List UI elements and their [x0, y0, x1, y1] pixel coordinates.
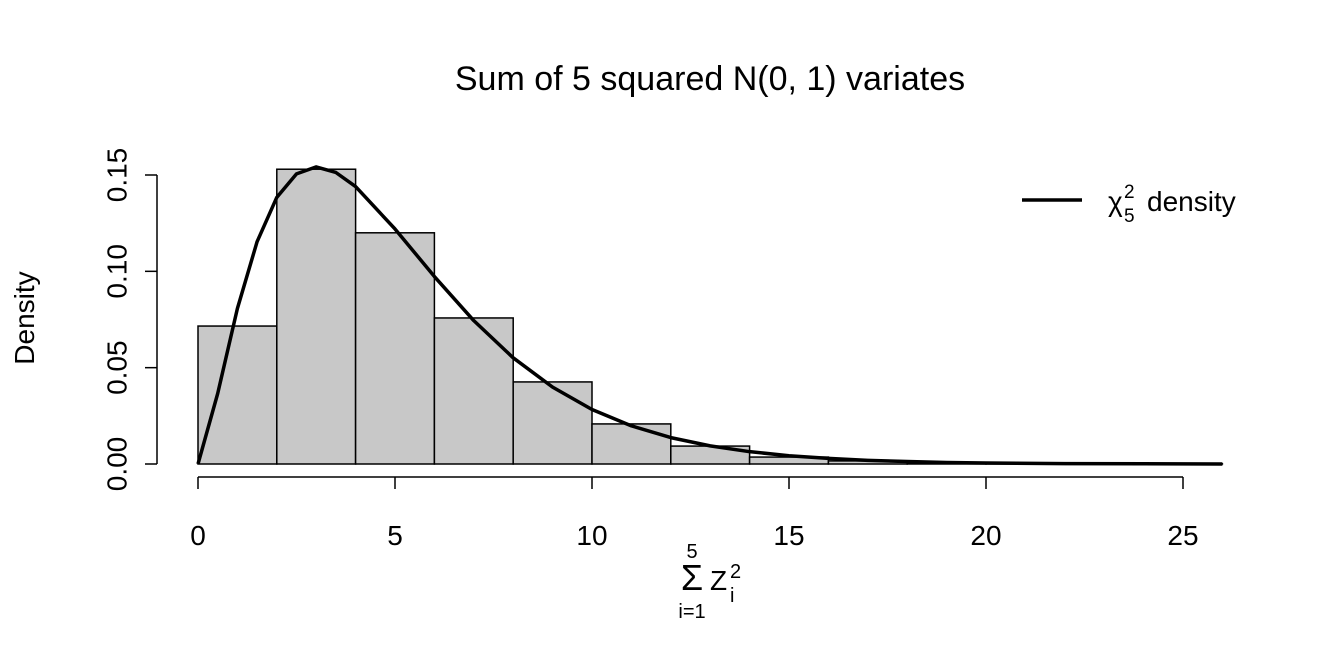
x-tick-label: 0 [190, 520, 206, 551]
sum-lower: i=1 [678, 601, 705, 623]
legend-text: density [1147, 186, 1236, 217]
y-axis-label: Density [9, 271, 40, 364]
x-label-base: Z [710, 565, 727, 596]
density-line [196, 165, 1223, 466]
x-tick-label: 10 [576, 520, 607, 551]
bar [591, 423, 672, 465]
y-tick-label: 0.05 [101, 340, 132, 395]
legend-sup: 2 [1124, 182, 1135, 203]
legend-sub: 5 [1124, 206, 1135, 227]
bar [512, 381, 593, 465]
chart-title: Sum of 5 squared N(0, 1) variates [455, 60, 965, 98]
y-tick-label: 0.15 [101, 148, 132, 203]
y-tick-label: 0.10 [101, 244, 132, 299]
x-axis-label: 5 Σ i=1 Z 2 i [678, 541, 741, 623]
x-label-sup: 2 [730, 561, 741, 583]
bar [197, 325, 278, 465]
x-label-sub: i [730, 585, 734, 607]
legend-symbol: χ [1108, 186, 1123, 217]
bar [433, 317, 514, 465]
sum-symbol: Σ [681, 557, 703, 598]
y-tick-label: 0.00 [101, 437, 132, 492]
x-tick-label: 25 [1167, 520, 1198, 551]
x-tick-label: 5 [387, 520, 403, 551]
bar [276, 168, 357, 465]
bar [354, 232, 436, 465]
sum-upper: 5 [686, 541, 697, 563]
x-tick-label: 20 [970, 520, 1001, 551]
x-tick-label: 15 [773, 520, 804, 551]
